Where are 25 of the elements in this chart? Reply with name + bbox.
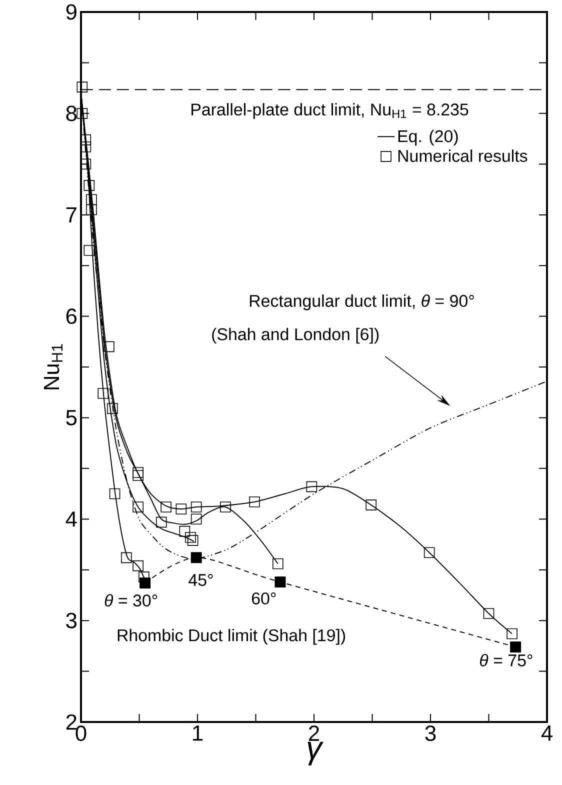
annotation: Rhombic Duct limit (Shah [19])	[118, 628, 346, 645]
x-tick-label: 0	[76, 726, 86, 742]
y-tick-label: 9	[66, 4, 76, 20]
x-tick-label: 1	[193, 726, 203, 741]
annotation: θ = 75°	[480, 654, 532, 666]
x-axis-title: γ	[308, 742, 324, 766]
x-tick-label: 4	[541, 726, 552, 741]
y-tick-label: 8	[66, 106, 77, 122]
legend-label: Eq. (20)	[398, 130, 458, 146]
x-tick-label: 2	[309, 726, 319, 741]
ref-line-label: Parallel-plate duct limit, Nu$_{H1}$ = 8.235	[192, 103, 468, 119]
y-axis-title: Nu$_{H1}$	[44, 344, 62, 390]
annotation: (Shah and London [6])	[212, 328, 379, 344]
y-tick-label: 4	[66, 512, 77, 527]
legend-label: Numerical results	[398, 150, 528, 162]
y-tick-label: 7	[66, 207, 76, 222]
annotation: 60°	[252, 592, 276, 604]
x-tick-label: 3	[425, 726, 436, 742]
y-tick-label: 6	[66, 308, 77, 324]
y-tick-label: 5	[66, 410, 77, 426]
annotation: 45°	[188, 574, 213, 586]
y-tick-label: 2	[66, 714, 76, 730]
y-tick-label: 3	[66, 612, 77, 628]
annotation: Rectangular duct limit, θ = 90°	[250, 294, 474, 310]
annotation: θ = 30°	[104, 594, 158, 607]
